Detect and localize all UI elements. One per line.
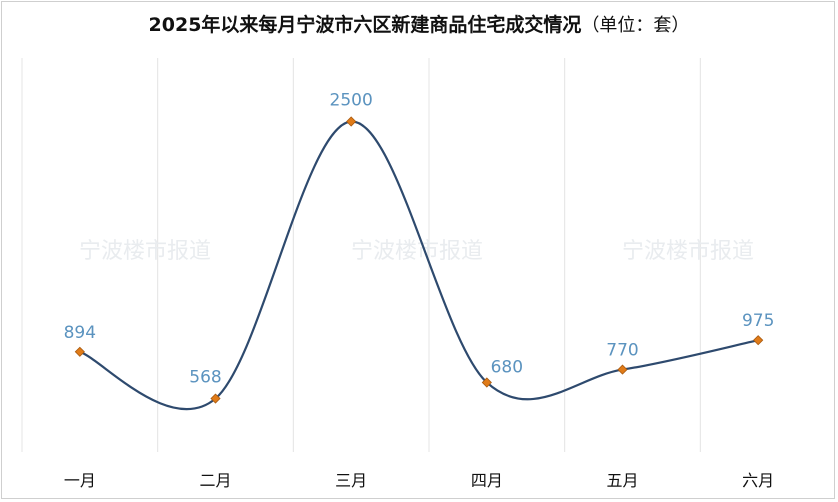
- x-tick-label: 五月: [606, 471, 638, 490]
- data-label: 568: [189, 368, 221, 388]
- data-label: 2500: [330, 91, 373, 111]
- chart-title-text: 2025年以来每月宁波市六区新建商品住宅成交情况: [148, 14, 582, 36]
- data-point: [74, 346, 85, 357]
- data-point: [753, 335, 764, 346]
- watermark-text: 宁波楼市报道: [622, 239, 754, 264]
- x-tick-label: 六月: [742, 471, 774, 490]
- watermark-text: 宁波楼市报道: [79, 239, 211, 264]
- data-point: [617, 364, 628, 375]
- x-tick-label: 一月: [64, 471, 96, 490]
- x-tick-label: 二月: [199, 471, 231, 490]
- data-label: 894: [64, 323, 96, 343]
- data-point: [481, 377, 492, 388]
- chart-unit: （单位：套）: [581, 15, 690, 36]
- data-label: 975: [742, 311, 774, 331]
- data-label: 770: [606, 341, 638, 361]
- data-point: [210, 393, 221, 404]
- data-label: 680: [491, 357, 523, 377]
- data-point: [346, 116, 357, 127]
- x-tick-label: 四月: [471, 471, 503, 490]
- chart-title: 2025年以来每月宁波市六区新建商品住宅成交情况（单位：套）: [0, 10, 838, 37]
- x-tick-label: 三月: [335, 471, 367, 490]
- watermark-text: 宁波楼市报道: [351, 239, 483, 264]
- series-line: [79, 120, 759, 411]
